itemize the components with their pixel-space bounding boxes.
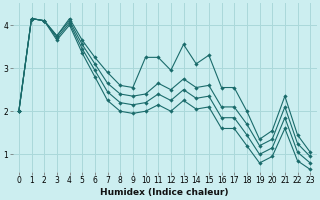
X-axis label: Humidex (Indice chaleur): Humidex (Indice chaleur)	[100, 188, 229, 197]
